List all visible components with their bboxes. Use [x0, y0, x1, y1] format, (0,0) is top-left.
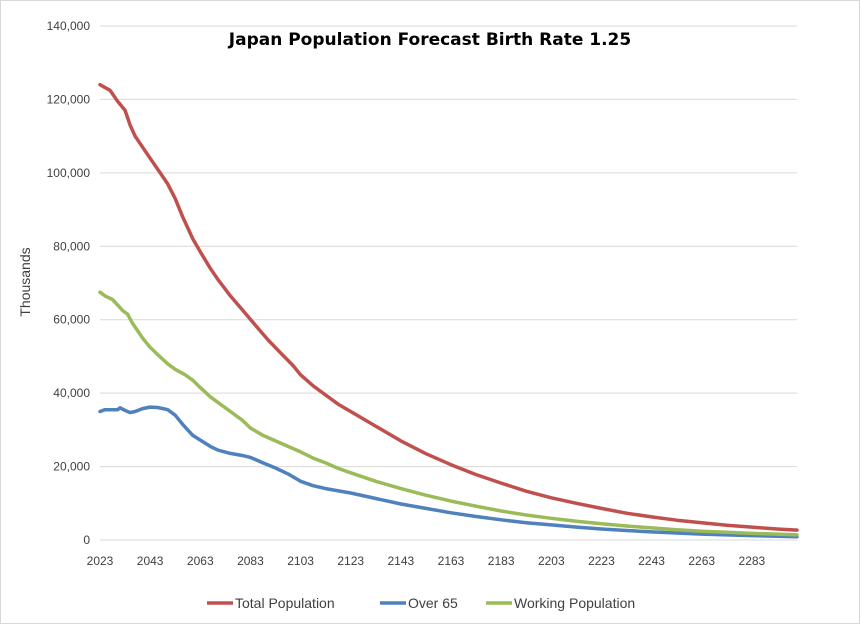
y-tick-label: 20,000	[53, 460, 90, 474]
x-tick-label: 2163	[438, 554, 465, 568]
x-tick-label: 2243	[638, 554, 665, 568]
x-tick-label: 2023	[87, 554, 114, 568]
series-line-total-population	[98, 82, 799, 532]
x-tick-label: 2143	[388, 554, 415, 568]
x-tick-label: 2283	[739, 554, 766, 568]
series-line-over-65	[98, 405, 799, 539]
y-axis-ticks: 0 20,000 40,000 60,000 80,000 100,000 120,000 1…	[47, 19, 91, 547]
legend-label-over-65: Over 65	[408, 595, 458, 611]
x-tick-label: 2063	[187, 554, 214, 568]
legend-label-working-population: Working Population	[514, 595, 635, 611]
legend-label-total-population: Total Population	[235, 595, 335, 611]
y-tick-label: 40,000	[53, 386, 90, 400]
y-tick-label: 60,000	[53, 313, 90, 327]
x-tick-label: 2183	[488, 554, 515, 568]
y-tick-label: 140,000	[47, 19, 91, 33]
x-tick-label: 2083	[237, 554, 264, 568]
x-tick-label: 2203	[538, 554, 565, 568]
x-tick-label: 2123	[337, 554, 364, 568]
y-tick-label: 120,000	[47, 92, 91, 106]
y-tick-label: 0	[83, 533, 90, 547]
legend: Total Population Over 65 Working Populatio…	[207, 595, 635, 611]
x-tick-label: 2263	[688, 554, 715, 568]
series-line-working-population	[98, 290, 799, 537]
gridlines	[100, 25, 797, 541]
x-tick-label: 2043	[137, 554, 164, 568]
y-tick-label: 100,000	[47, 166, 91, 180]
x-axis-ticks: 2023 2043 2063 2083 2103 2123 2143 2163 2183 2203…	[87, 554, 766, 568]
x-tick-label: 2223	[588, 554, 615, 568]
y-tick-label: 80,000	[53, 239, 90, 253]
chart-title: Japan Population Forecast Birth Rate 1.2…	[228, 30, 631, 50]
x-tick-label: 2103	[287, 554, 314, 568]
y-axis-label: Thousands	[17, 247, 33, 316]
series-lines	[98, 82, 799, 539]
